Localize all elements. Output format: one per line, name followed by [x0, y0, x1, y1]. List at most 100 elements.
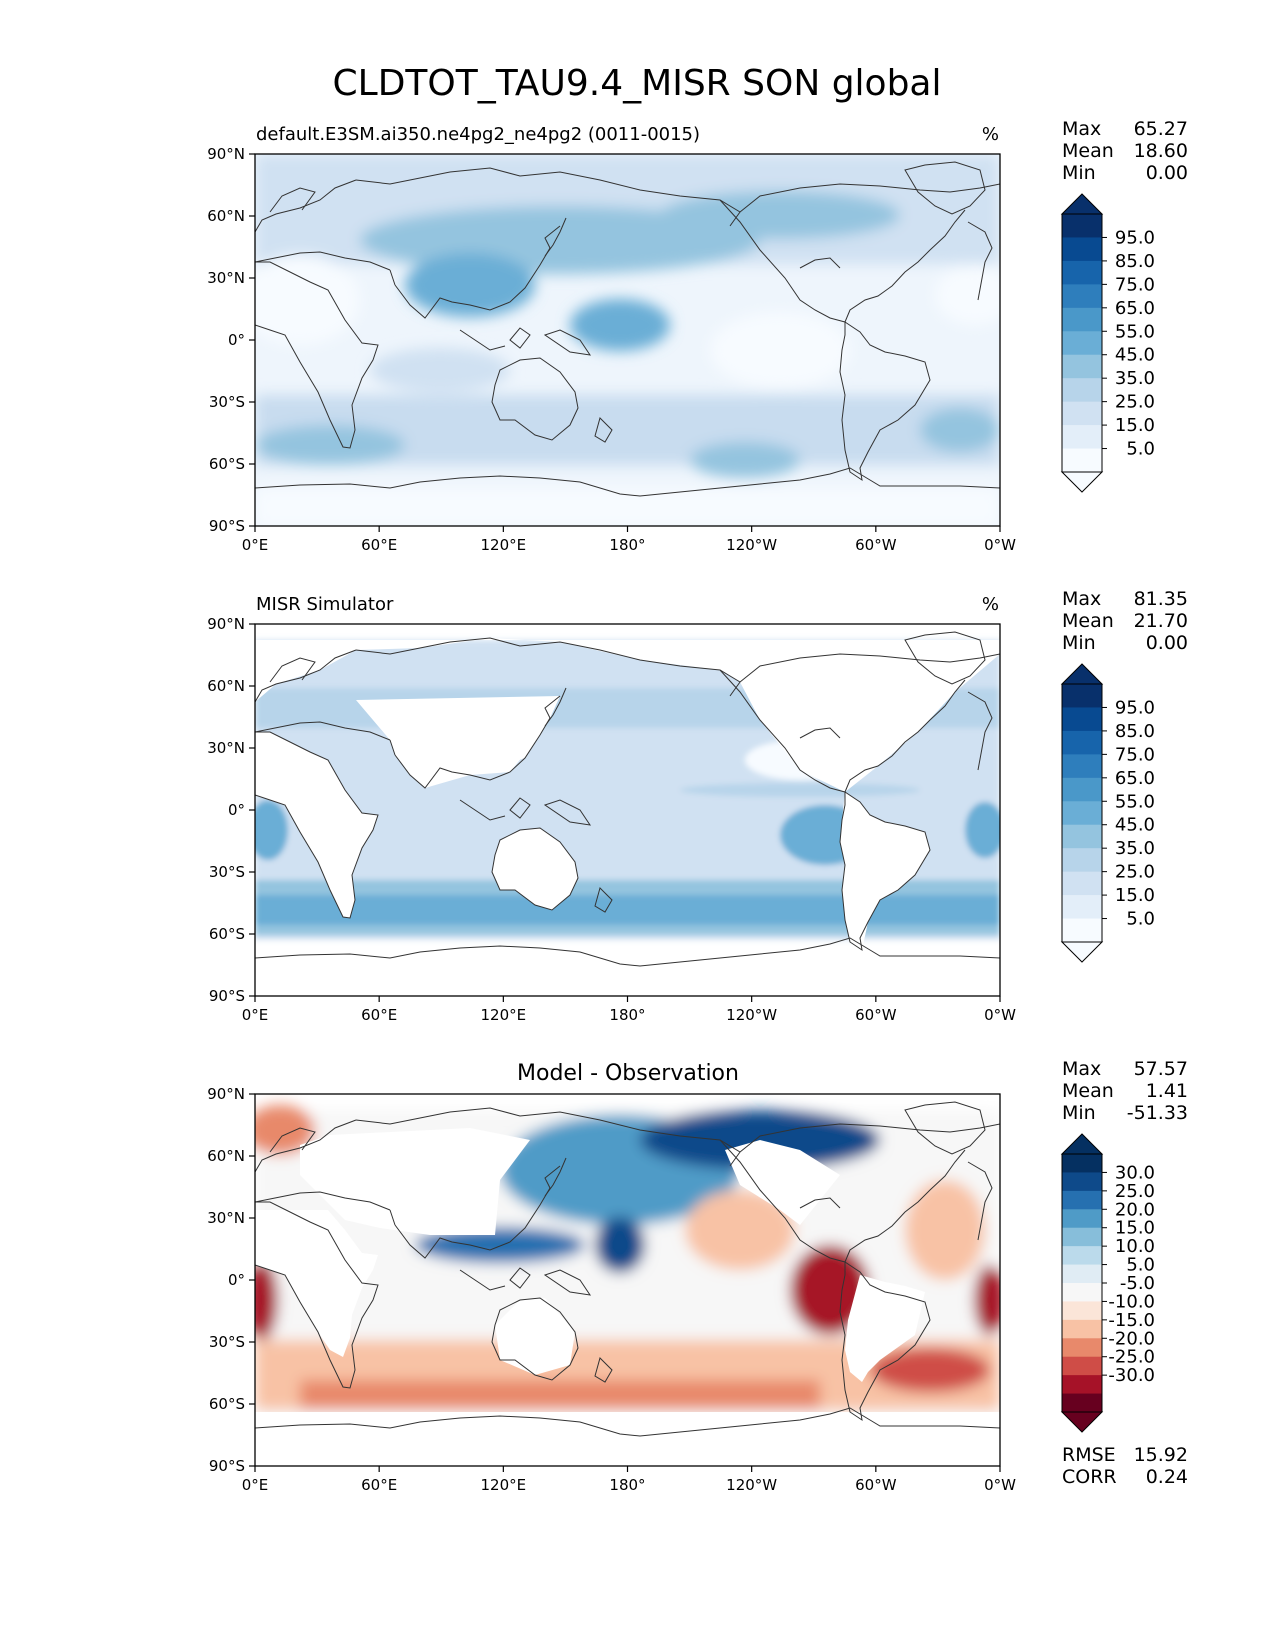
- colorbar-tick-label: 5.0: [1126, 1255, 1155, 1276]
- colorbar-tick-label: 45.0: [1115, 345, 1155, 366]
- colorbar-extend-bottom: [1060, 941, 1104, 963]
- colorbar-extend-top: [1060, 1133, 1104, 1155]
- colorbar-tick-label: -5.0: [1120, 1273, 1155, 1294]
- colorbar-segment: [1062, 918, 1102, 943]
- colorbar-segment: [1062, 871, 1102, 896]
- colorbar-tick-label: 30.0: [1115, 1162, 1155, 1183]
- field-antarctica: [255, 488, 1000, 526]
- colorbar-tick-label: 25.0: [1115, 862, 1155, 883]
- field-sahara: [255, 255, 360, 345]
- colorbar-tick-label: 75.0: [1115, 274, 1155, 295]
- x-tick-label: 60°W: [855, 1476, 897, 1494]
- field-southern-ocean-core: [255, 895, 1000, 925]
- y-tick-label: 30°S: [209, 863, 245, 881]
- field-indian: [370, 348, 510, 392]
- y-tick-label: 90°S: [209, 517, 245, 535]
- colorbar-tick-label: 25.0: [1115, 1181, 1155, 1202]
- colorbar-tick-label: 85.0: [1115, 721, 1155, 742]
- field-nordic-neg: [255, 1105, 315, 1155]
- field-south-pacific: [690, 442, 800, 478]
- stat-value-mean: 1.41: [1146, 1080, 1188, 1102]
- colorbar-segment: [1062, 801, 1102, 826]
- colorbar-segment: [1062, 378, 1102, 403]
- x-tick-label: 120°E: [481, 536, 527, 554]
- y-tick-label: 60°N: [207, 677, 245, 695]
- panel-model-map: [255, 154, 1000, 526]
- panel-diff-map: [255, 1094, 1000, 1466]
- colorbar-extend-top: [1060, 663, 1104, 685]
- x-tick-label: 0°E: [242, 1006, 269, 1024]
- colorbar-segment: [1062, 730, 1102, 755]
- colorbar-segment: [1062, 824, 1102, 849]
- stat-label-mean: Mean: [1062, 140, 1114, 162]
- colorbar-tick-label: 95.0: [1115, 697, 1155, 718]
- x-tick-label: 60°W: [855, 536, 897, 554]
- colorbar-tick-label: 20.0: [1115, 1199, 1155, 1220]
- colorbar-segment: [1062, 1375, 1102, 1395]
- colorbar-extend-top: [1060, 193, 1104, 215]
- field-namibia-neg: [255, 1260, 278, 1340]
- colorbar-segment: [1062, 1319, 1102, 1339]
- x-tick-label: 120°E: [481, 1006, 527, 1024]
- x-tick-label: 120°W: [726, 536, 777, 554]
- colorbar-frame: [1061, 213, 1103, 473]
- x-tick-label: 180°: [609, 1006, 645, 1024]
- panel-obs-map: [255, 624, 1000, 996]
- colorbar-segment: [1062, 707, 1102, 732]
- colorbar-segment: [1062, 848, 1102, 873]
- stat-value-min: 0.00: [1146, 632, 1188, 654]
- y-tick-label: 0°: [228, 801, 245, 819]
- field-aleutian: [660, 191, 900, 239]
- colorbar-tick-label: 25.0: [1115, 392, 1155, 413]
- colorbar-tick-label: 5.0: [1126, 909, 1155, 930]
- x-tick-label: 0°E: [242, 536, 269, 554]
- panel-obs: MISR Simulator %: [254, 594, 1001, 997]
- x-tick-label: 120°W: [726, 1476, 777, 1494]
- colorbar-tick-label: 65.0: [1115, 298, 1155, 319]
- x-tick-label: 0°W: [984, 1006, 1016, 1024]
- colorbar-segment: [1062, 401, 1102, 426]
- colorbar-segment: [1062, 331, 1102, 356]
- x-tick-label: 120°W: [726, 1006, 777, 1024]
- panel-diff: Model - Observation: [254, 1061, 1001, 1467]
- colorbar-segment: [1062, 284, 1102, 309]
- colorbar-tick-label: 55.0: [1115, 321, 1155, 342]
- field-atlantic-clear: [935, 265, 1000, 325]
- colorbar-segment: [1062, 237, 1102, 262]
- colorbar-segment: [1062, 1246, 1102, 1266]
- colorbar-tick-label: -20.0: [1108, 1328, 1155, 1349]
- field-namibia-sc: [255, 800, 288, 860]
- field-antarctica-obs: [255, 940, 1000, 996]
- x-tick-label: 60°E: [361, 536, 397, 554]
- colorbar-tick-label: 15.0: [1115, 415, 1155, 436]
- colorbar-segment: [1062, 754, 1102, 779]
- colorbar-tick-label: 15.0: [1115, 1218, 1155, 1239]
- stat-value-max: 81.35: [1134, 588, 1188, 610]
- field-south-atlantic: [255, 425, 405, 465]
- colorbar-tick-label: 45.0: [1115, 815, 1155, 836]
- y-tick-label: 90°N: [207, 145, 245, 163]
- y-tick-label: 30°S: [209, 393, 245, 411]
- colorbar-segment: [1062, 1264, 1102, 1284]
- y-tick-label: 60°N: [207, 1147, 245, 1165]
- y-tick-label: 30°N: [207, 1209, 245, 1227]
- field-satl-neg: [870, 1348, 990, 1392]
- stat-value-min: -51.33: [1127, 1102, 1188, 1124]
- colorbar-tick-label: 15.0: [1115, 885, 1155, 906]
- stat-value-rmse: 15.92: [1134, 1444, 1188, 1466]
- panel-obs-title: MISR Simulator: [256, 594, 394, 615]
- y-tick-label: 30°N: [207, 269, 245, 287]
- x-tick-label: 0°E: [242, 1476, 269, 1494]
- colorbar-tick-label: -30.0: [1108, 1365, 1155, 1386]
- figure-title: CLDTOT_TAU9.4_MISR SON global: [333, 63, 942, 104]
- x-tick-label: 180°: [609, 536, 645, 554]
- stat-value-mean: 21.70: [1134, 610, 1188, 632]
- field-angola-neg: [974, 1265, 1000, 1335]
- x-tick-label: 120°E: [481, 1476, 527, 1494]
- colorbar-segment: [1062, 448, 1102, 473]
- panel-model-title: default.E3SM.ai350.ne4pg2_ne4pg2 (0011-0…: [256, 124, 700, 145]
- stat-label-min: Min: [1062, 632, 1096, 654]
- colorbar-tick-label: 55.0: [1115, 791, 1155, 812]
- stat-label-max: Max: [1062, 588, 1101, 610]
- colorbar-segment: [1062, 1190, 1102, 1210]
